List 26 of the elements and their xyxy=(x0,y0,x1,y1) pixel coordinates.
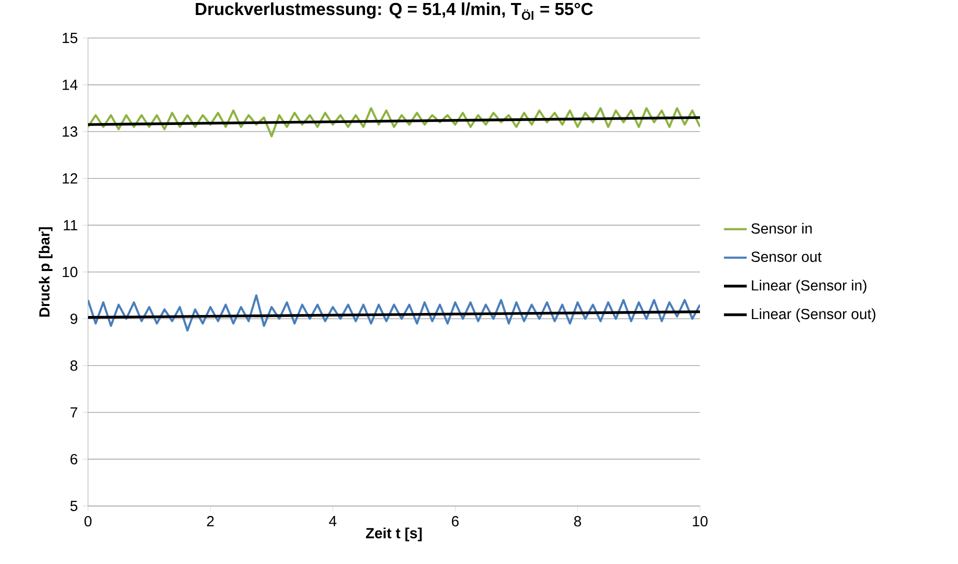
y-tick-label: 15 xyxy=(62,32,78,44)
y-tick-label: 11 xyxy=(64,220,78,230)
line-series xyxy=(88,107,700,138)
legend-label: Linear (Sensor out) xyxy=(752,308,876,322)
y-tick-label: 9 xyxy=(70,314,78,324)
x-tick-label: 8 xyxy=(574,516,582,526)
x-tick-label: 6 xyxy=(452,516,459,526)
chart-title: Druckverlustmessung: Q = 51,4 l/min, T$_{Öl}$ = 55°C xyxy=(196,2,593,20)
x-tick-label: 4 xyxy=(329,516,336,526)
line-series xyxy=(88,294,700,332)
y-axis-title: Druck p [bar] xyxy=(38,227,52,317)
y-tick-label: 14 xyxy=(62,80,78,90)
legend-label: Linear (Sensor in) xyxy=(752,280,866,294)
x-tick-label: 2 xyxy=(207,516,214,526)
legend-label: Sensor out xyxy=(751,252,822,262)
y-tick-label: 10 xyxy=(62,266,78,278)
y-tick-label: 12 xyxy=(62,173,78,184)
y-tick-label: 8 xyxy=(70,360,78,371)
x-tick-label: 10 xyxy=(692,516,708,526)
legend-label: Sensor in xyxy=(751,222,812,234)
x-tick-label: 0 xyxy=(84,516,92,526)
y-tick-label: 7 xyxy=(70,407,78,418)
y-tick-label: 5 xyxy=(70,500,78,512)
x-axis-title: Zeit t [s] xyxy=(366,528,422,542)
y-tick-label: 6 xyxy=(70,454,78,464)
y-tick-label: 13 xyxy=(62,126,78,137)
